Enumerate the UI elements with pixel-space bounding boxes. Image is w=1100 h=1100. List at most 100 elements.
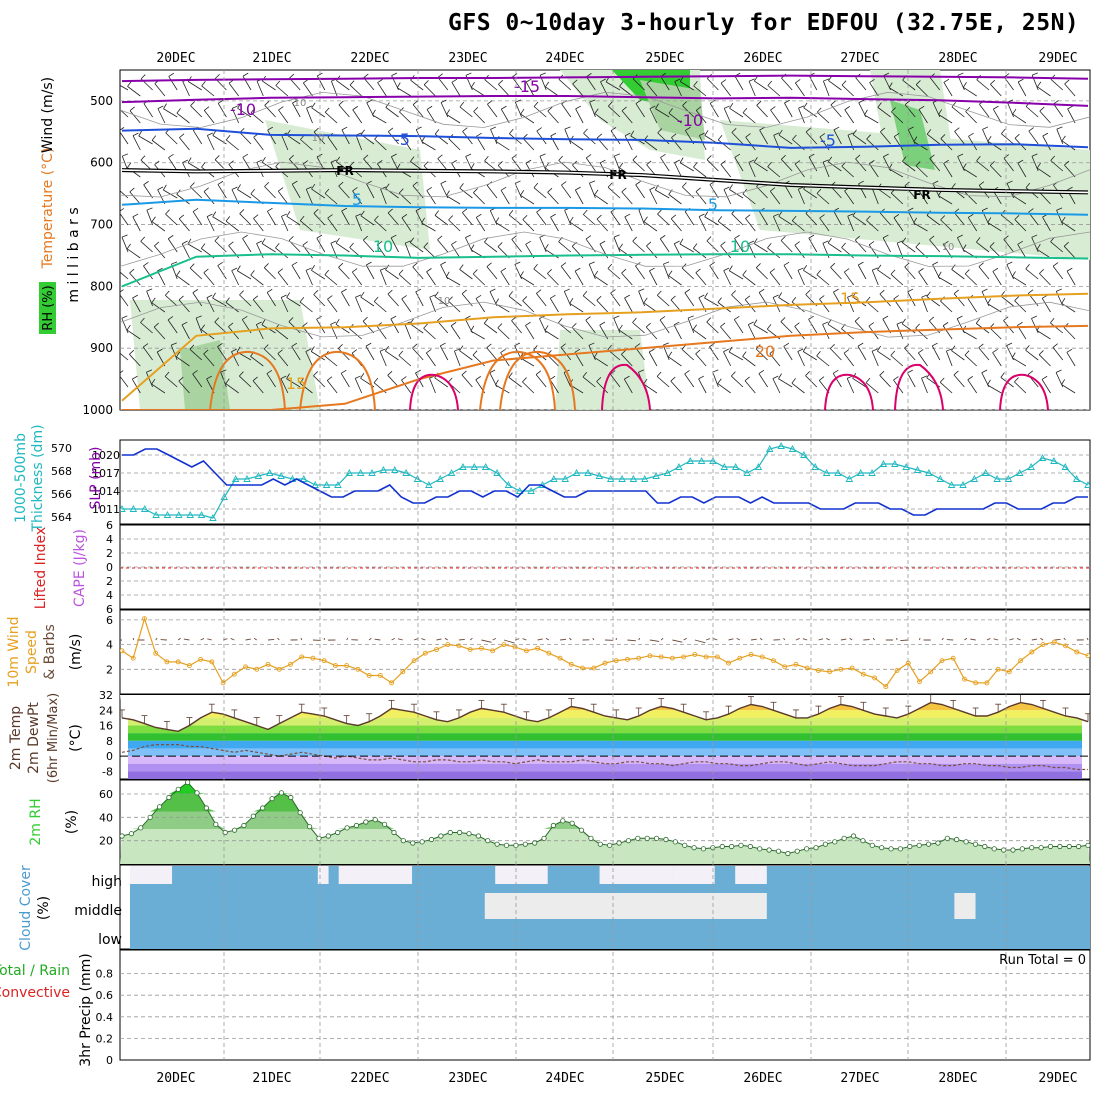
wind-barb-feather — [355, 213, 362, 217]
wind-barb — [822, 324, 830, 340]
wind-barb — [1025, 106, 1039, 118]
wind-barb — [176, 275, 190, 286]
cloud-middle-clear — [724, 893, 736, 919]
wind-barb — [987, 384, 1002, 394]
wind-speed-marker — [950, 655, 956, 661]
thickness-marker — [1072, 475, 1081, 482]
wind-barb — [939, 381, 953, 394]
wind-barb-feather — [376, 241, 383, 246]
wind-barb — [1064, 83, 1076, 97]
wind-barb — [1000, 214, 1014, 226]
wind-barb-feather — [773, 213, 780, 217]
thickness-marker — [254, 472, 263, 479]
wind-barb — [843, 352, 855, 367]
wind-barb-feather — [330, 240, 337, 244]
wind-barb-feather — [448, 296, 453, 302]
wind-barb — [264, 186, 276, 199]
rh-2m-marker — [372, 817, 378, 823]
wind-barb-10m — [481, 639, 492, 643]
wind-barb-feather — [242, 153, 249, 158]
wind-barb-feather — [120, 127, 125, 131]
wind-barb-feather — [720, 79, 727, 84]
wind-barb — [744, 299, 756, 313]
wind-barb — [646, 245, 658, 259]
wind-barb — [753, 324, 768, 334]
wind-barb-feather — [311, 102, 316, 109]
wind-barb-feather — [313, 290, 319, 295]
wind-barb-feather — [847, 132, 854, 136]
rh-2m-marker — [775, 848, 782, 854]
wind-barb — [926, 133, 941, 145]
wind-barb-feather — [252, 376, 258, 382]
wind-barb-feather — [423, 80, 429, 85]
wind-barb-feather — [132, 375, 138, 380]
thickness-marker — [606, 475, 615, 482]
wind-barb-feather — [844, 268, 850, 273]
thickness-marker — [845, 475, 854, 482]
wind-barb-feather — [1042, 132, 1049, 137]
wind-barb-feather — [182, 159, 189, 163]
thickness-marker — [686, 457, 694, 464]
wind-barb-feather — [550, 132, 557, 137]
wind10m-axis-label: 10m Wind — [6, 616, 22, 687]
wind-barb — [830, 104, 842, 118]
wind-barb-feather — [143, 181, 149, 186]
wind-barb — [1039, 192, 1051, 205]
wind-barb — [778, 378, 793, 388]
wind-barb — [1042, 216, 1051, 232]
wind-barb — [744, 380, 756, 394]
wind-barb — [704, 216, 719, 226]
wind-barb-feather — [803, 265, 807, 271]
wind-barb-feather — [421, 217, 425, 224]
wind-barb — [572, 83, 584, 97]
wind-barb — [410, 242, 424, 253]
wind-speed-marker — [557, 655, 563, 661]
wind-barb — [624, 297, 633, 313]
wind-barb-feather — [589, 99, 596, 103]
wind-barb-10m — [627, 639, 636, 642]
wind-barb-feather — [805, 371, 811, 376]
wind-speed-marker — [872, 675, 878, 681]
wind-barb — [655, 189, 670, 199]
cloud-level-label: high — [91, 874, 122, 890]
wind-speed-marker — [175, 659, 181, 665]
wind-barb-feather — [207, 132, 213, 136]
wind-barb-feather — [236, 346, 241, 353]
wind-barb-feather — [138, 130, 143, 137]
wind-barb — [607, 268, 621, 280]
wind-barb — [459, 269, 473, 280]
wind-barb — [781, 77, 793, 91]
wind-barb — [610, 211, 621, 226]
wind-barb — [217, 103, 227, 118]
thickness-marker — [947, 481, 956, 488]
wind-barb — [311, 269, 326, 280]
wind-barb-feather — [745, 214, 751, 219]
wind-barb — [484, 160, 498, 172]
wind-barb-feather — [167, 316, 174, 321]
wind-barb-10m — [795, 638, 800, 641]
wind-barb-feather — [954, 127, 960, 132]
rh-2m-marker — [532, 840, 538, 846]
wind-barb — [390, 318, 399, 334]
wind-barb — [869, 82, 879, 97]
wind-barb-feather — [203, 349, 209, 355]
wind-barb-feather — [171, 261, 178, 265]
wind-barb-feather — [594, 189, 599, 196]
wind-barb-feather — [340, 369, 347, 374]
wind-barb — [670, 218, 682, 232]
wind-barb-feather — [685, 126, 691, 131]
rh-2m-marker — [260, 805, 266, 811]
rh-2m-marker — [719, 843, 725, 850]
wind-barb — [844, 109, 855, 124]
wind-barb — [643, 302, 658, 313]
wind-barb-10m — [177, 637, 181, 641]
wind-barb-feather — [632, 155, 638, 161]
wind-barb-feather — [363, 73, 369, 79]
contour-label: FR — [336, 164, 353, 178]
thickness-marker — [1038, 454, 1047, 461]
wind-barb-feather — [766, 324, 772, 330]
wind-barb-feather — [962, 82, 967, 88]
wind-barb-feather — [816, 188, 822, 194]
wind-barb-feather — [728, 265, 733, 271]
wind-barb-10m — [1016, 638, 1021, 641]
